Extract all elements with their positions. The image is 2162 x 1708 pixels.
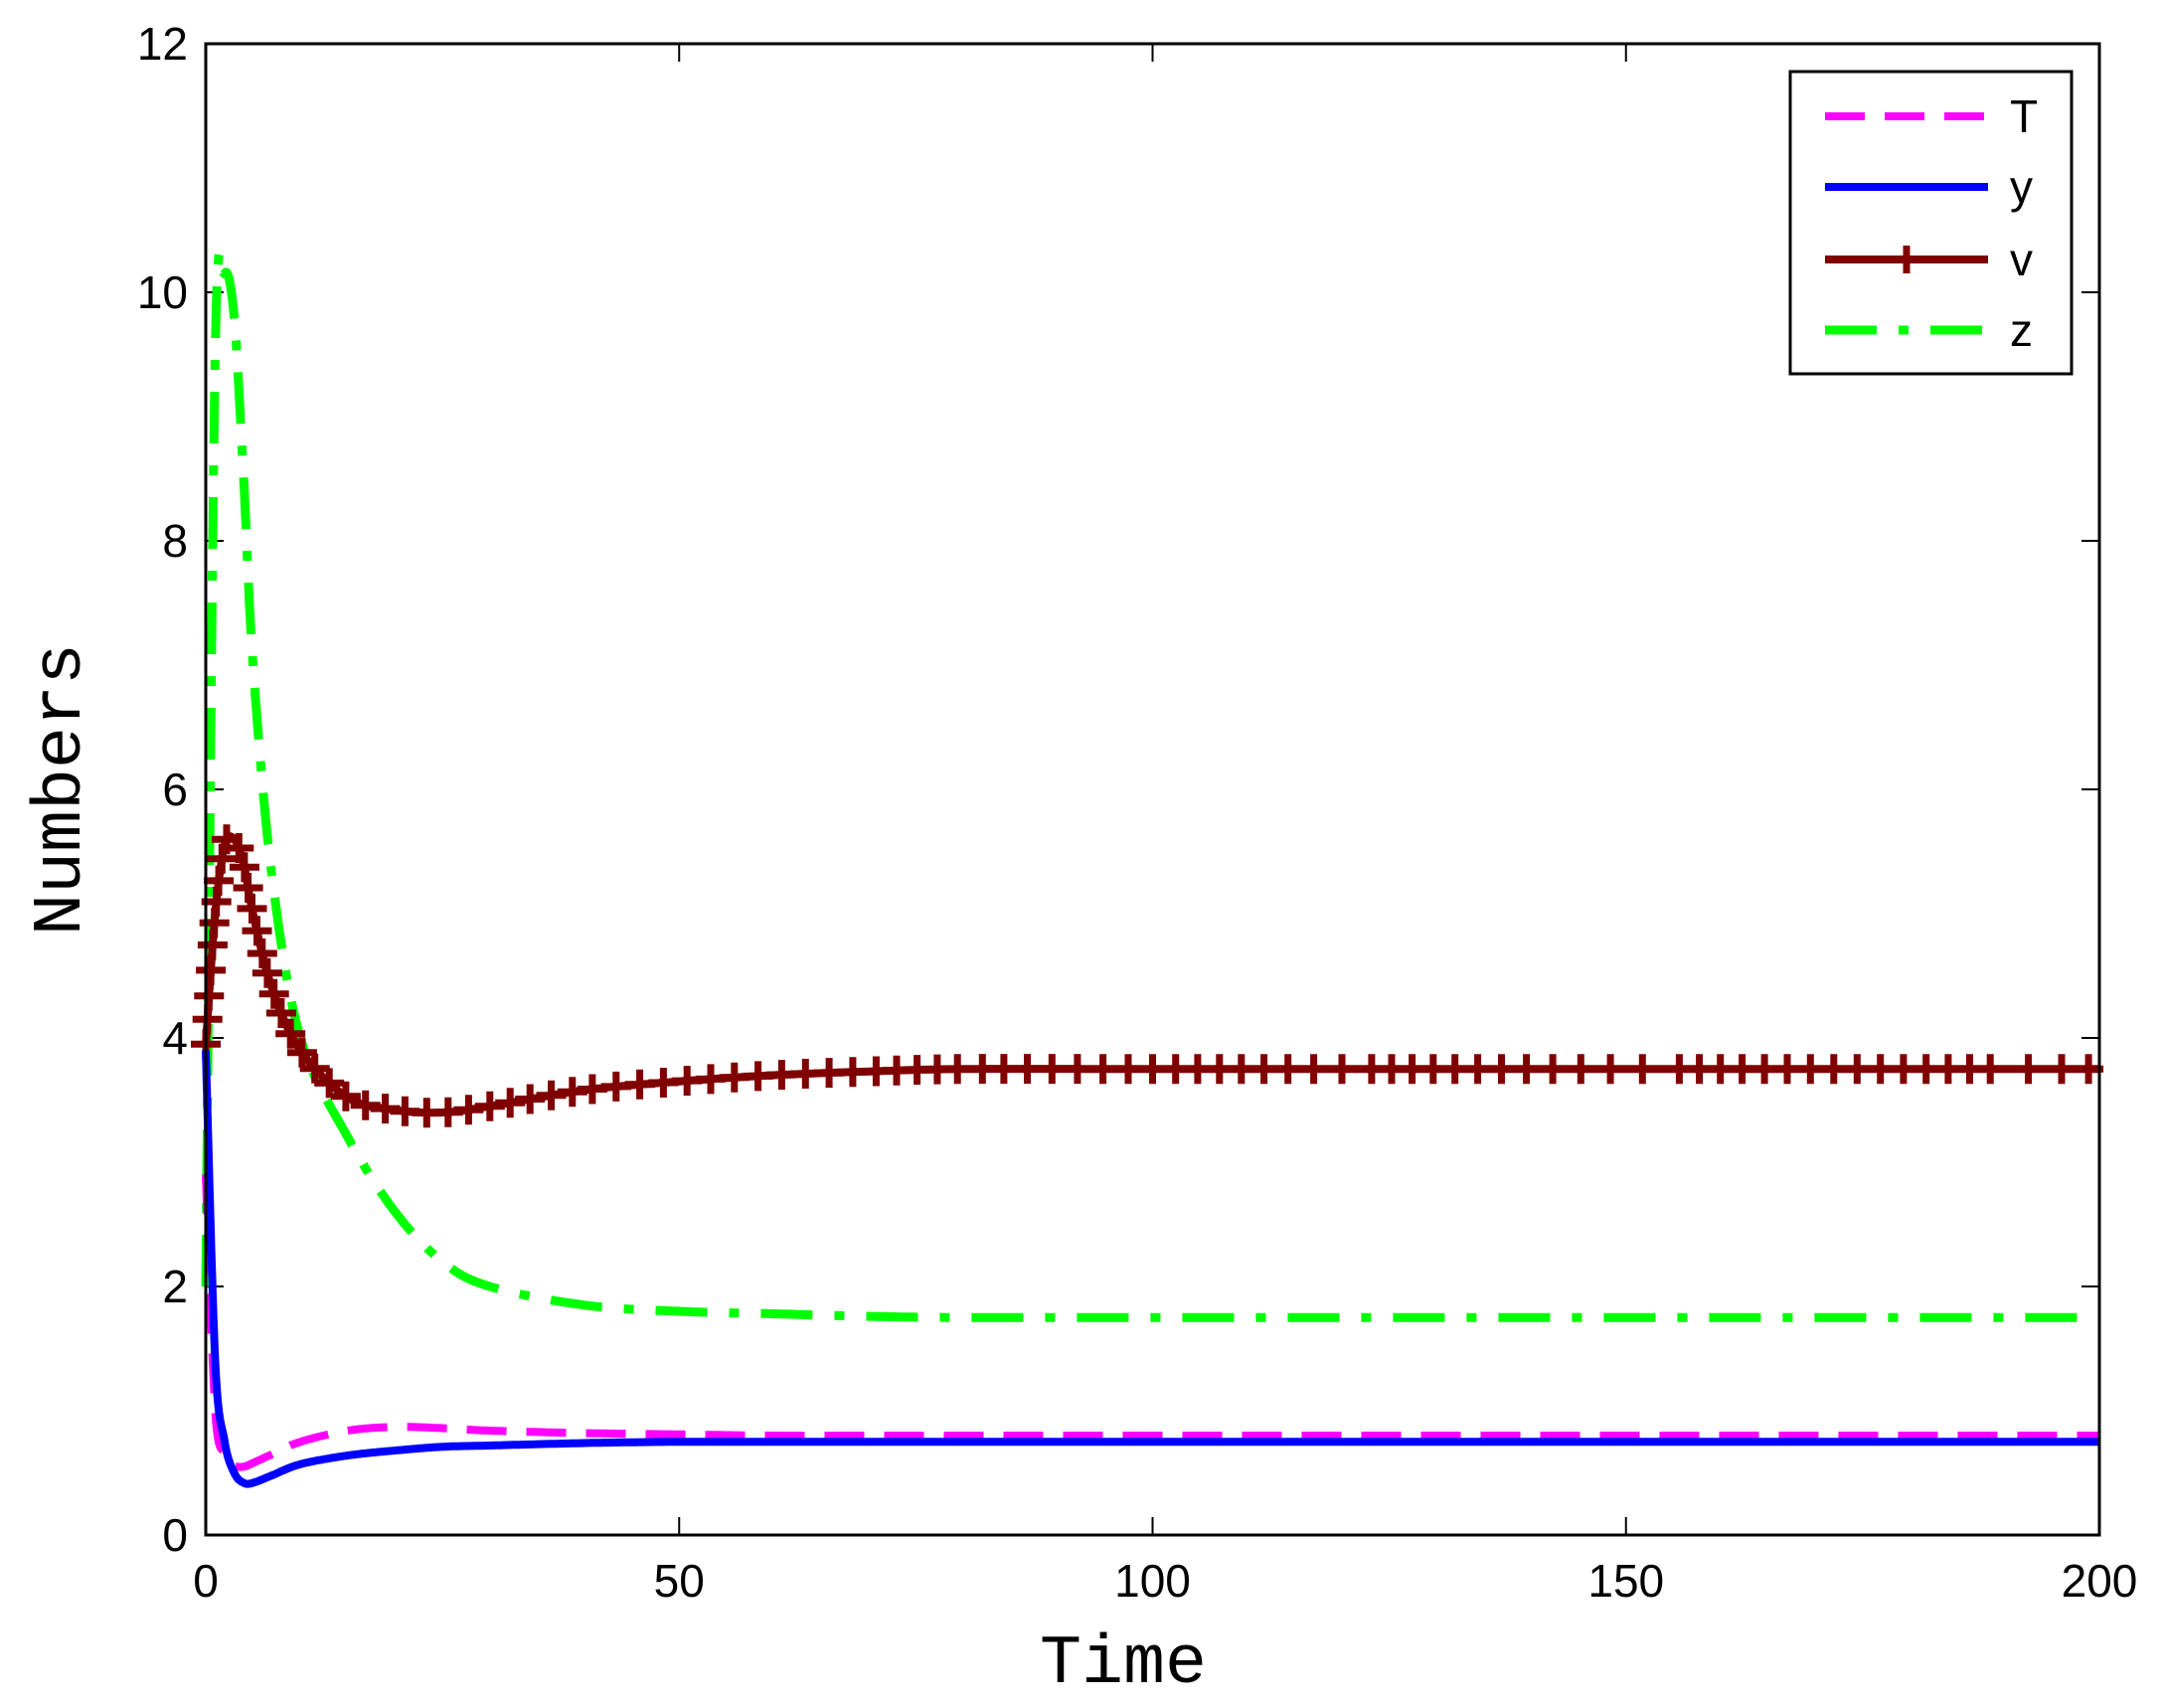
y-tick-label: 4 (162, 1012, 188, 1064)
marker-point-v (265, 998, 296, 1028)
y-tick-label: 10 (137, 266, 188, 318)
tick-labels: 0 50 100 150 200 0 2 4 6 8 10 12 (137, 18, 2138, 1607)
marker-point-v (251, 957, 282, 988)
x-tick-label: 50 (654, 1555, 705, 1607)
marker-point-v (1087, 1054, 1118, 1085)
marker-point-v (299, 1053, 330, 1084)
marker-point-v (1627, 1054, 1658, 1085)
legend-label-T: T (2010, 90, 2038, 142)
marker-point-v (515, 1084, 546, 1114)
y-tick-label: 0 (162, 1509, 188, 1561)
y-tick-label: 6 (162, 764, 188, 815)
series-z (201, 249, 2099, 1322)
marker-point-v (1327, 1054, 1357, 1085)
marker-point-v (275, 1018, 306, 1049)
x-tick-label: 200 (2062, 1555, 2138, 1607)
x-axis-title: Time (1040, 1625, 1207, 1704)
legend-marker-v (1893, 246, 1920, 273)
legend-label-v: v (2010, 234, 2033, 285)
legend-box (1788, 70, 2074, 376)
plot-frame (204, 42, 2101, 1537)
legend-entry-T: T (1825, 90, 2038, 142)
marker-point-v (1272, 1054, 1303, 1085)
marker-point-v (196, 954, 227, 985)
series-line-z (201, 249, 2099, 1322)
marker-point-v (1511, 1054, 1542, 1085)
legend-entry-y: y (1825, 161, 2033, 213)
marker-point-v (1538, 1054, 1569, 1085)
marker-point-v (233, 873, 263, 903)
marker-point-v (1595, 1054, 1626, 1085)
marker-point-v (194, 980, 225, 1011)
series-y (202, 1050, 2099, 1488)
marker-point-v (247, 939, 277, 968)
marker-point-v (1566, 1054, 1596, 1085)
series-T (202, 1174, 2099, 1471)
series-line-y (202, 1050, 2099, 1488)
marker-point-v (495, 1088, 526, 1118)
y-tick-label: 2 (162, 1261, 188, 1312)
plot-area (206, 44, 2099, 1535)
legend-entry-v: v (1825, 234, 2033, 285)
legend-label-z: z (2010, 304, 2033, 356)
series-line-T (202, 1174, 2099, 1471)
series-lines (191, 249, 2104, 1488)
legend-label-y: y (2010, 161, 2033, 213)
y-tick-label: 8 (162, 515, 188, 567)
marker-point-v (207, 843, 238, 874)
x-tick-label: 0 (193, 1555, 219, 1607)
x-tick-label: 150 (1587, 1555, 1664, 1607)
marker-point-v (242, 916, 272, 946)
series-v (191, 824, 2104, 1128)
marker-point-v (474, 1091, 505, 1121)
marker-point-v (2013, 1054, 2044, 1085)
marker-point-v (1975, 1054, 2006, 1085)
legend-entry-z: z (1825, 304, 2033, 356)
y-tick-label: 12 (137, 18, 188, 70)
marker-point-v (1298, 1054, 1329, 1085)
marker-point-v (2047, 1054, 2077, 1085)
marker-point-v (1486, 1054, 1517, 1085)
marker-point-v (237, 893, 267, 924)
y-axis-title: Numbers (23, 643, 101, 936)
marker-point-v (258, 978, 289, 1009)
marker-point-v (314, 1068, 345, 1099)
marker-point-v (942, 1054, 973, 1085)
x-tick-label: 100 (1114, 1555, 1191, 1607)
marker-point-v (330, 1081, 361, 1111)
marker-point-v (229, 852, 259, 883)
marker-point-v (224, 833, 254, 863)
marker-point-v (1037, 1054, 1068, 1085)
marker-point-v (1062, 1054, 1092, 1085)
marker-point-v (286, 1037, 317, 1068)
